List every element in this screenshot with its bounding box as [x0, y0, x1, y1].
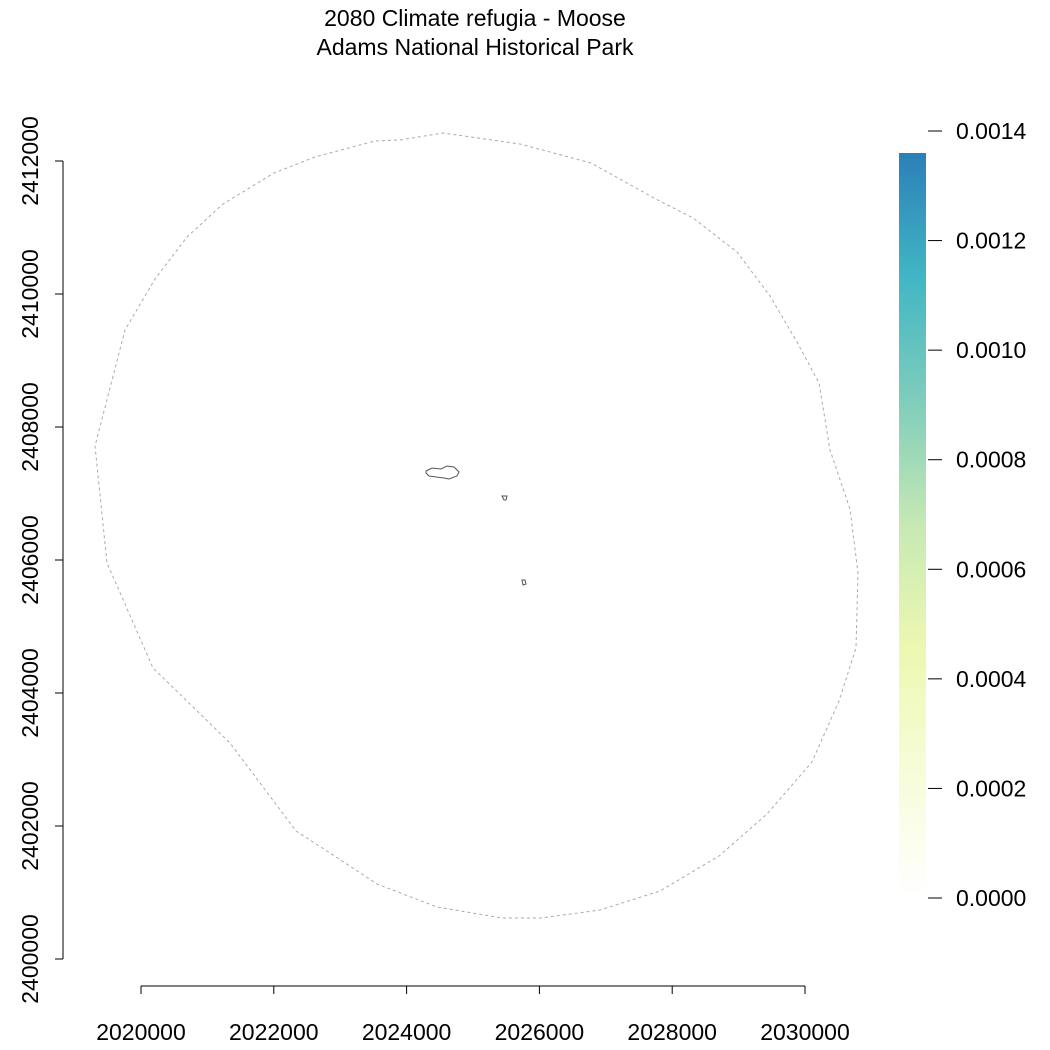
x-tick-label: 2026000 [495, 1019, 585, 1045]
y-tick-label: 2404000 [17, 648, 43, 738]
legend-tick-label: 0.0014 [956, 118, 1027, 144]
x-tick-label: 2030000 [760, 1019, 850, 1045]
legend-tick-label: 0.0002 [956, 775, 1026, 801]
legend-ticks: 0.0000 0.0002 0.0004 0.0006 0.0008 0.0010 0.00… [928, 118, 1027, 911]
y-tick-label: 2412000 [17, 116, 43, 206]
legend-tick-label: 0.0012 [956, 228, 1026, 254]
legend-color-bar [899, 153, 926, 898]
legend-tick-label: 0.0004 [956, 666, 1027, 692]
park-parcel-small-1 [501, 495, 508, 501]
park-parcel-small-2 [521, 579, 527, 586]
y-tick-label: 2400000 [17, 914, 43, 1004]
buffer-outline [94, 132, 859, 919]
title-block: 2080 Climate refugia - Moose Adams Natio… [0, 4, 950, 62]
y-tick-label: 2408000 [17, 382, 43, 472]
legend-tick-label: 0.0010 [956, 337, 1026, 363]
x-tick-label: 2028000 [627, 1019, 717, 1045]
y-tick-label: 2402000 [17, 781, 43, 871]
legend-tick-label: 0.0000 [956, 885, 1026, 911]
map-title: 2080 Climate refugia - Moose [324, 5, 626, 31]
x-tick-label: 2024000 [362, 1019, 452, 1045]
map-subtitle: Adams National Historical Park [316, 34, 634, 60]
legend-tick-label: 0.0008 [956, 447, 1026, 473]
y-tick-label: 2410000 [17, 249, 43, 339]
park-parcel-main [425, 465, 460, 480]
y-axis: 2400000 2402000 2404000 2406000 2408000 24100… [17, 116, 64, 1004]
x-axis: 2020000 2022000 2024000 2026000 2028000 20300… [96, 985, 850, 1045]
y-tick-label: 2406000 [17, 515, 43, 605]
x-tick-label: 2022000 [229, 1019, 319, 1045]
legend-tick-label: 0.0006 [956, 556, 1026, 582]
x-tick-label: 2020000 [96, 1019, 186, 1045]
